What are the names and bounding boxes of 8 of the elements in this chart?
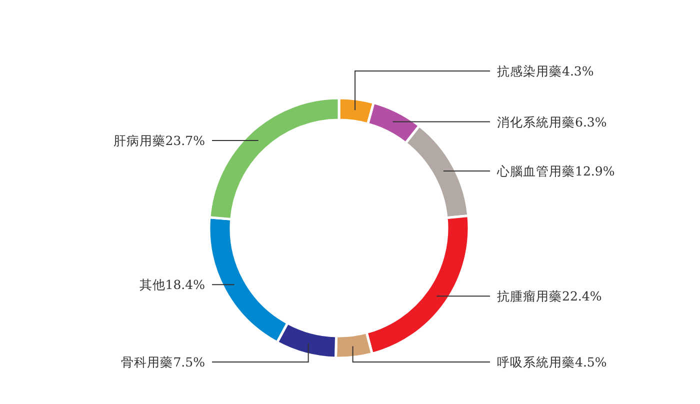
slice-label: 呼吸系統用藥4.5% bbox=[497, 354, 607, 370]
slice-label: 肝病用藥23.7% bbox=[113, 132, 206, 148]
slice-label: 抗感染用藥4.3% bbox=[497, 64, 594, 78]
slice-label: 心腦血管用藥12.9% bbox=[496, 164, 615, 178]
slice-label: 其他18.4% bbox=[139, 277, 206, 292]
slice-label: 抗腫瘤用藥22.4% bbox=[497, 288, 602, 304]
slice-label: 骨科用藥7.5% bbox=[121, 354, 206, 370]
slice-label: 消化系統用藥6.3% bbox=[497, 114, 607, 130]
